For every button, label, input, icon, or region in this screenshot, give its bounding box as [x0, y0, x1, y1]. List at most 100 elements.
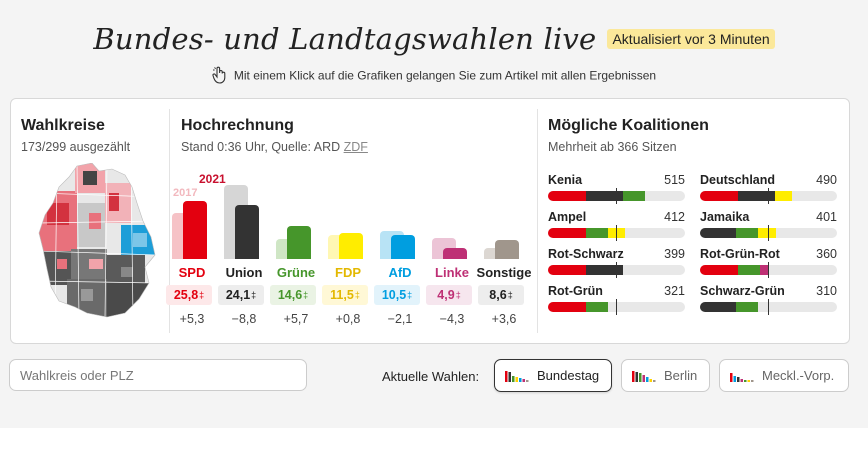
election-button-label: Berlin	[664, 368, 698, 383]
bar-chart-icon	[505, 370, 529, 382]
party-diff: +0,8	[335, 312, 361, 326]
footer-strip	[0, 428, 868, 450]
zdf-link[interactable]: ZDF	[343, 140, 368, 154]
page-title: Bundes- und Landtagswahlen live	[93, 22, 597, 56]
hint-text: Mit einem Klick auf die Grafiken gelange…	[233, 68, 657, 83]
election-button-label: Meckl.-Vorp.	[762, 368, 835, 383]
party-name: Grüne	[276, 265, 316, 280]
coalition-name: Rot-Grün-Rot	[700, 247, 780, 261]
party-percentage: 10,5‡	[374, 285, 420, 305]
wahlkreis-search-input[interactable]	[9, 359, 307, 391]
party-diff: +3,6	[491, 312, 517, 326]
majority-marker	[616, 225, 618, 241]
party-percentage: 25,8‡	[166, 285, 212, 305]
election-button-bundestag[interactable]: Bundestag	[494, 359, 612, 392]
party-percentage: 4,9‡	[426, 285, 472, 305]
coalition-segment	[700, 302, 737, 312]
results-card[interactable]: Wahlkreise 173/299 ausgezählt	[10, 98, 850, 344]
header: Bundes- und Landtagswahlen live Aktualis…	[0, 22, 868, 56]
bar-2021	[183, 200, 207, 259]
updated-badge: Aktualisiert vor 3 Minuten	[607, 29, 775, 49]
coalition-name: Deutschland	[700, 173, 776, 187]
coalition-segment	[738, 265, 761, 275]
majority-marker	[616, 262, 618, 278]
majority-text: Mehrheit ab 366 Sitzen	[548, 140, 677, 154]
coalition-segment	[700, 191, 739, 201]
hochrechnung-title: Hochrechnung	[181, 117, 294, 134]
election-button-meckl-vorp[interactable]: Meckl.-Vorp.	[719, 359, 849, 392]
coalition-seats: 399	[664, 247, 685, 261]
bar-2021	[443, 247, 467, 259]
majority-marker	[768, 225, 770, 241]
majority-marker	[768, 299, 770, 315]
majority-marker	[616, 188, 618, 204]
party-name: Union	[225, 265, 263, 280]
percentage-value: 10,5	[381, 288, 407, 302]
party-diff: −2,1	[387, 312, 413, 326]
coalition-seats: 412	[664, 210, 685, 224]
percentage-value: 24,1	[225, 288, 251, 302]
party-percentage: 24,1‡	[218, 285, 264, 305]
coalition-name: Jamaika	[700, 210, 750, 224]
coalition-name: Rot-Schwarz	[548, 247, 624, 261]
coalition-segment	[586, 228, 609, 238]
party-diff: −8,8	[231, 312, 257, 326]
percentage-value: 14,6	[277, 288, 303, 302]
party-name: FDP	[335, 265, 361, 280]
election-button-label: Bundestag	[537, 368, 600, 383]
coalition-segment	[548, 228, 587, 238]
coalition-segment	[758, 228, 776, 238]
coalition-segment	[700, 265, 739, 275]
party-diff: +5,3	[179, 312, 205, 326]
bar-2021	[391, 235, 415, 259]
party-diff: +5,7	[283, 312, 309, 326]
coalition-name: Ampel	[548, 210, 587, 224]
percentage-value: 11,5	[330, 288, 354, 302]
coalition-segment	[548, 191, 587, 201]
coalition-name: Kenia	[548, 173, 583, 187]
germany-map[interactable]	[37, 163, 157, 318]
coalition-segment	[586, 265, 623, 275]
coalition-name: Rot-Grün	[548, 284, 603, 298]
divider	[537, 109, 538, 333]
stand-text: Stand 0:36 Uhr, Quelle: ARD	[181, 140, 341, 154]
party-name: Sonstige	[476, 265, 532, 280]
coalition-segment	[548, 265, 587, 275]
coalition-name: Schwarz-Grün	[700, 284, 785, 298]
party-diff: −4,3	[439, 312, 465, 326]
bar-2021	[235, 204, 259, 259]
party-percentage: 11,5‡	[322, 285, 368, 305]
majority-marker	[616, 299, 618, 315]
coalition-seats: 360	[816, 247, 837, 261]
coalition-segment	[736, 302, 759, 312]
elections-label: Aktuelle Wahlen:	[382, 369, 480, 384]
coalition-segment	[774, 191, 792, 201]
coalition-segment	[622, 191, 645, 201]
majority-marker	[768, 262, 770, 278]
coalition-seats: 401	[816, 210, 837, 224]
party-percentage: 14,6‡	[270, 285, 316, 305]
label-2021: 2021	[199, 172, 226, 186]
bar-2021	[495, 239, 519, 259]
coalition-seats: 490	[816, 173, 837, 187]
percentage-value: 4,9	[437, 288, 455, 302]
coalition-segment	[736, 228, 759, 238]
wahlkreise-title: Wahlkreise	[21, 117, 105, 134]
bar-chart-icon	[730, 372, 754, 382]
coalition-segment	[738, 191, 775, 201]
party-name: SPD	[178, 265, 206, 280]
divider	[169, 109, 170, 333]
percentage-value: 25,8	[173, 288, 199, 302]
majority-marker	[768, 188, 770, 204]
party-percentage: 8,6‡	[478, 285, 524, 305]
hand-pointer-icon	[212, 66, 228, 87]
coalition-segment	[586, 191, 623, 201]
coalition-seats: 310	[816, 284, 837, 298]
label-2017: 2017	[173, 187, 198, 199]
coalition-segment	[586, 302, 609, 312]
election-button-berlin[interactable]: Berlin	[621, 359, 710, 392]
coalition-segment	[548, 302, 587, 312]
bar-chart-icon	[632, 370, 656, 382]
hochrechnung-source: Stand 0:36 Uhr, Quelle: ARD ZDF	[181, 140, 368, 154]
coalition-segment	[760, 265, 768, 275]
